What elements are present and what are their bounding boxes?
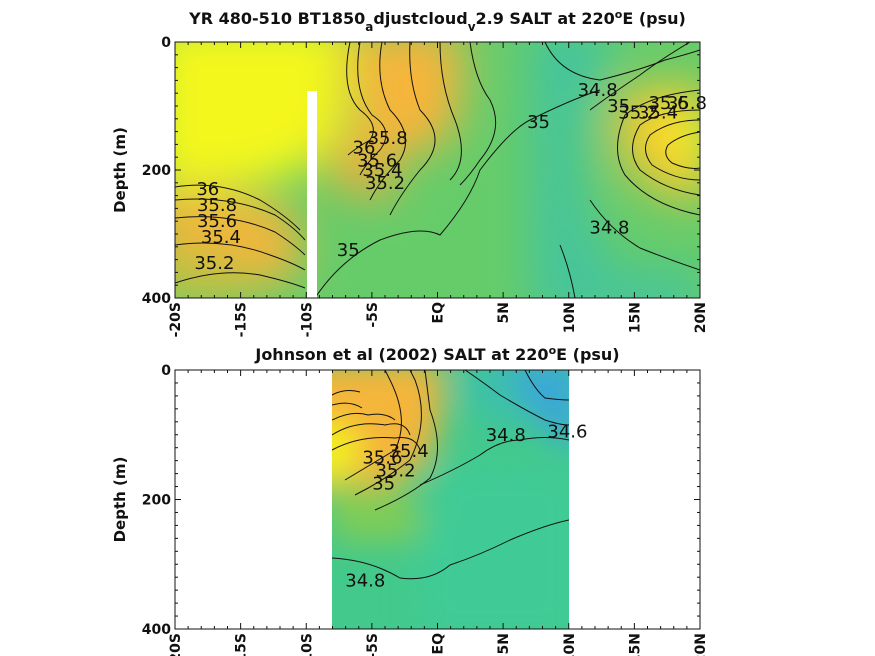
y-axis-model: 0 200 400 Depth (m) — [111, 35, 700, 307]
y-axis-label: Depth (m) — [111, 127, 129, 213]
contour-label: 34.8 — [345, 570, 385, 591]
panel-model: YR 480-510 BT1850adjustcloudv2.9 SALT at… — [111, 8, 709, 338]
x-axis-model: -20S -15S -10S -5S EQ 5N 10N 15N 20N — [168, 42, 709, 337]
x-tick-label: 15N — [627, 302, 643, 333]
x-tick-label: -15S — [234, 633, 250, 656]
contour-label: 35 — [607, 96, 630, 117]
contour-label: 35.4 — [362, 160, 402, 181]
x-axis-observations: -20S -15S -10S -5S EQ 5N 10N 15N 20N — [168, 370, 709, 656]
x-tick-label: 5N — [496, 633, 512, 654]
x-tick-label: -20S — [168, 633, 184, 656]
contour-labels-observations: 35.635.435.235 34.8 34.6 34.8 — [345, 422, 587, 592]
y-axis-label: Depth (m) — [111, 457, 129, 543]
contour-label: 35.4 — [389, 441, 429, 462]
contour-label: 34.8 — [486, 425, 526, 446]
contour-label: 35.2 — [194, 253, 234, 274]
x-tick-label: -5S — [365, 633, 381, 656]
x-tick-label: -10S — [299, 302, 315, 337]
contour-label: 34.6 — [547, 422, 587, 443]
x-tick-label: -10S — [299, 633, 315, 656]
contour-label: 35.6 — [362, 447, 402, 468]
panel-observations: Johnson et al (2002) SALT at 220oE (psu) — [111, 344, 709, 656]
x-tick-label: -15S — [234, 302, 250, 337]
x-tick-label: 10N — [562, 302, 578, 333]
contour-label: 35.6 — [197, 211, 237, 232]
title-part: E (psu) — [556, 345, 620, 364]
y-axis-observations: 0 200 400 Depth (m) — [111, 363, 700, 638]
missing-data-strip — [307, 91, 317, 298]
title-part: djustcloud — [373, 9, 467, 28]
title-part: a — [365, 20, 373, 34]
contour-label: 34.8 — [589, 218, 629, 239]
contour-label: 35.4 — [638, 102, 678, 123]
chart-title: Johnson et al (2002) SALT at 220oE (psu) — [254, 344, 619, 365]
title-part: YR 480-510 BT1850 — [188, 9, 365, 28]
contour-label: 35.4 — [201, 227, 241, 248]
x-tick-label: 20N — [693, 302, 709, 333]
y-tick-label: 200 — [142, 493, 171, 509]
contour-label: 36 — [353, 138, 376, 159]
contour-label: 35 — [527, 112, 550, 133]
contour-label: 35.8 — [197, 195, 237, 216]
contour-labels-model: 3635.835.635.435.23635.835.635.435.23535… — [194, 80, 707, 274]
x-tick-label: -5S — [365, 302, 381, 328]
contour-label: 35.6 — [648, 93, 688, 114]
title-part: o — [615, 8, 623, 21]
x-tick-label: 20N — [693, 633, 709, 656]
x-tick-label: 5N — [496, 302, 512, 323]
salinity-field-model — [175, 42, 700, 298]
contour-label: 35 — [337, 240, 360, 261]
contour-label: 35.2 — [618, 102, 658, 123]
x-tick-label: EQ — [431, 633, 447, 655]
title-observations: Johnson et al (2002) SALT at 220oE (psu) — [254, 344, 619, 365]
x-tick-label: EQ — [431, 302, 447, 324]
x-tick-label: -20S — [168, 302, 184, 337]
contour-label: 36 — [196, 179, 219, 200]
contour-label: 35.2 — [375, 460, 415, 481]
title-part: Johnson et al (2002) SALT at 220 — [254, 345, 548, 364]
contour-label: 35.8 — [368, 128, 408, 149]
title-part: v — [468, 20, 476, 34]
y-tick-label: 400 — [142, 291, 171, 307]
contour-label: 35.2 — [365, 173, 405, 194]
chart-title: YR 480-510 BT1850adjustcloudv2.9 SALT at… — [188, 8, 686, 35]
title-part: E (psu) — [622, 9, 686, 28]
contour-label: 35 — [372, 473, 395, 494]
x-tick-label: 15N — [627, 633, 643, 656]
x-tick-label: 10N — [562, 633, 578, 656]
y-tick-label: 400 — [142, 622, 171, 638]
salinity-field-observations — [332, 370, 569, 629]
title-part: 2.9 SALT at 220 — [476, 9, 615, 28]
contour-label: 34.8 — [578, 80, 618, 101]
title-part: o — [549, 344, 557, 357]
y-tick-label: 0 — [161, 363, 171, 379]
y-tick-label: 0 — [161, 35, 171, 51]
title-model: YR 480-510 BT1850adjustcloudv2.9 SALT at… — [188, 8, 686, 35]
y-tick-label: 200 — [142, 163, 171, 179]
contour-label: 35.6 — [357, 150, 397, 171]
contour-label: 35.8 — [667, 93, 707, 114]
